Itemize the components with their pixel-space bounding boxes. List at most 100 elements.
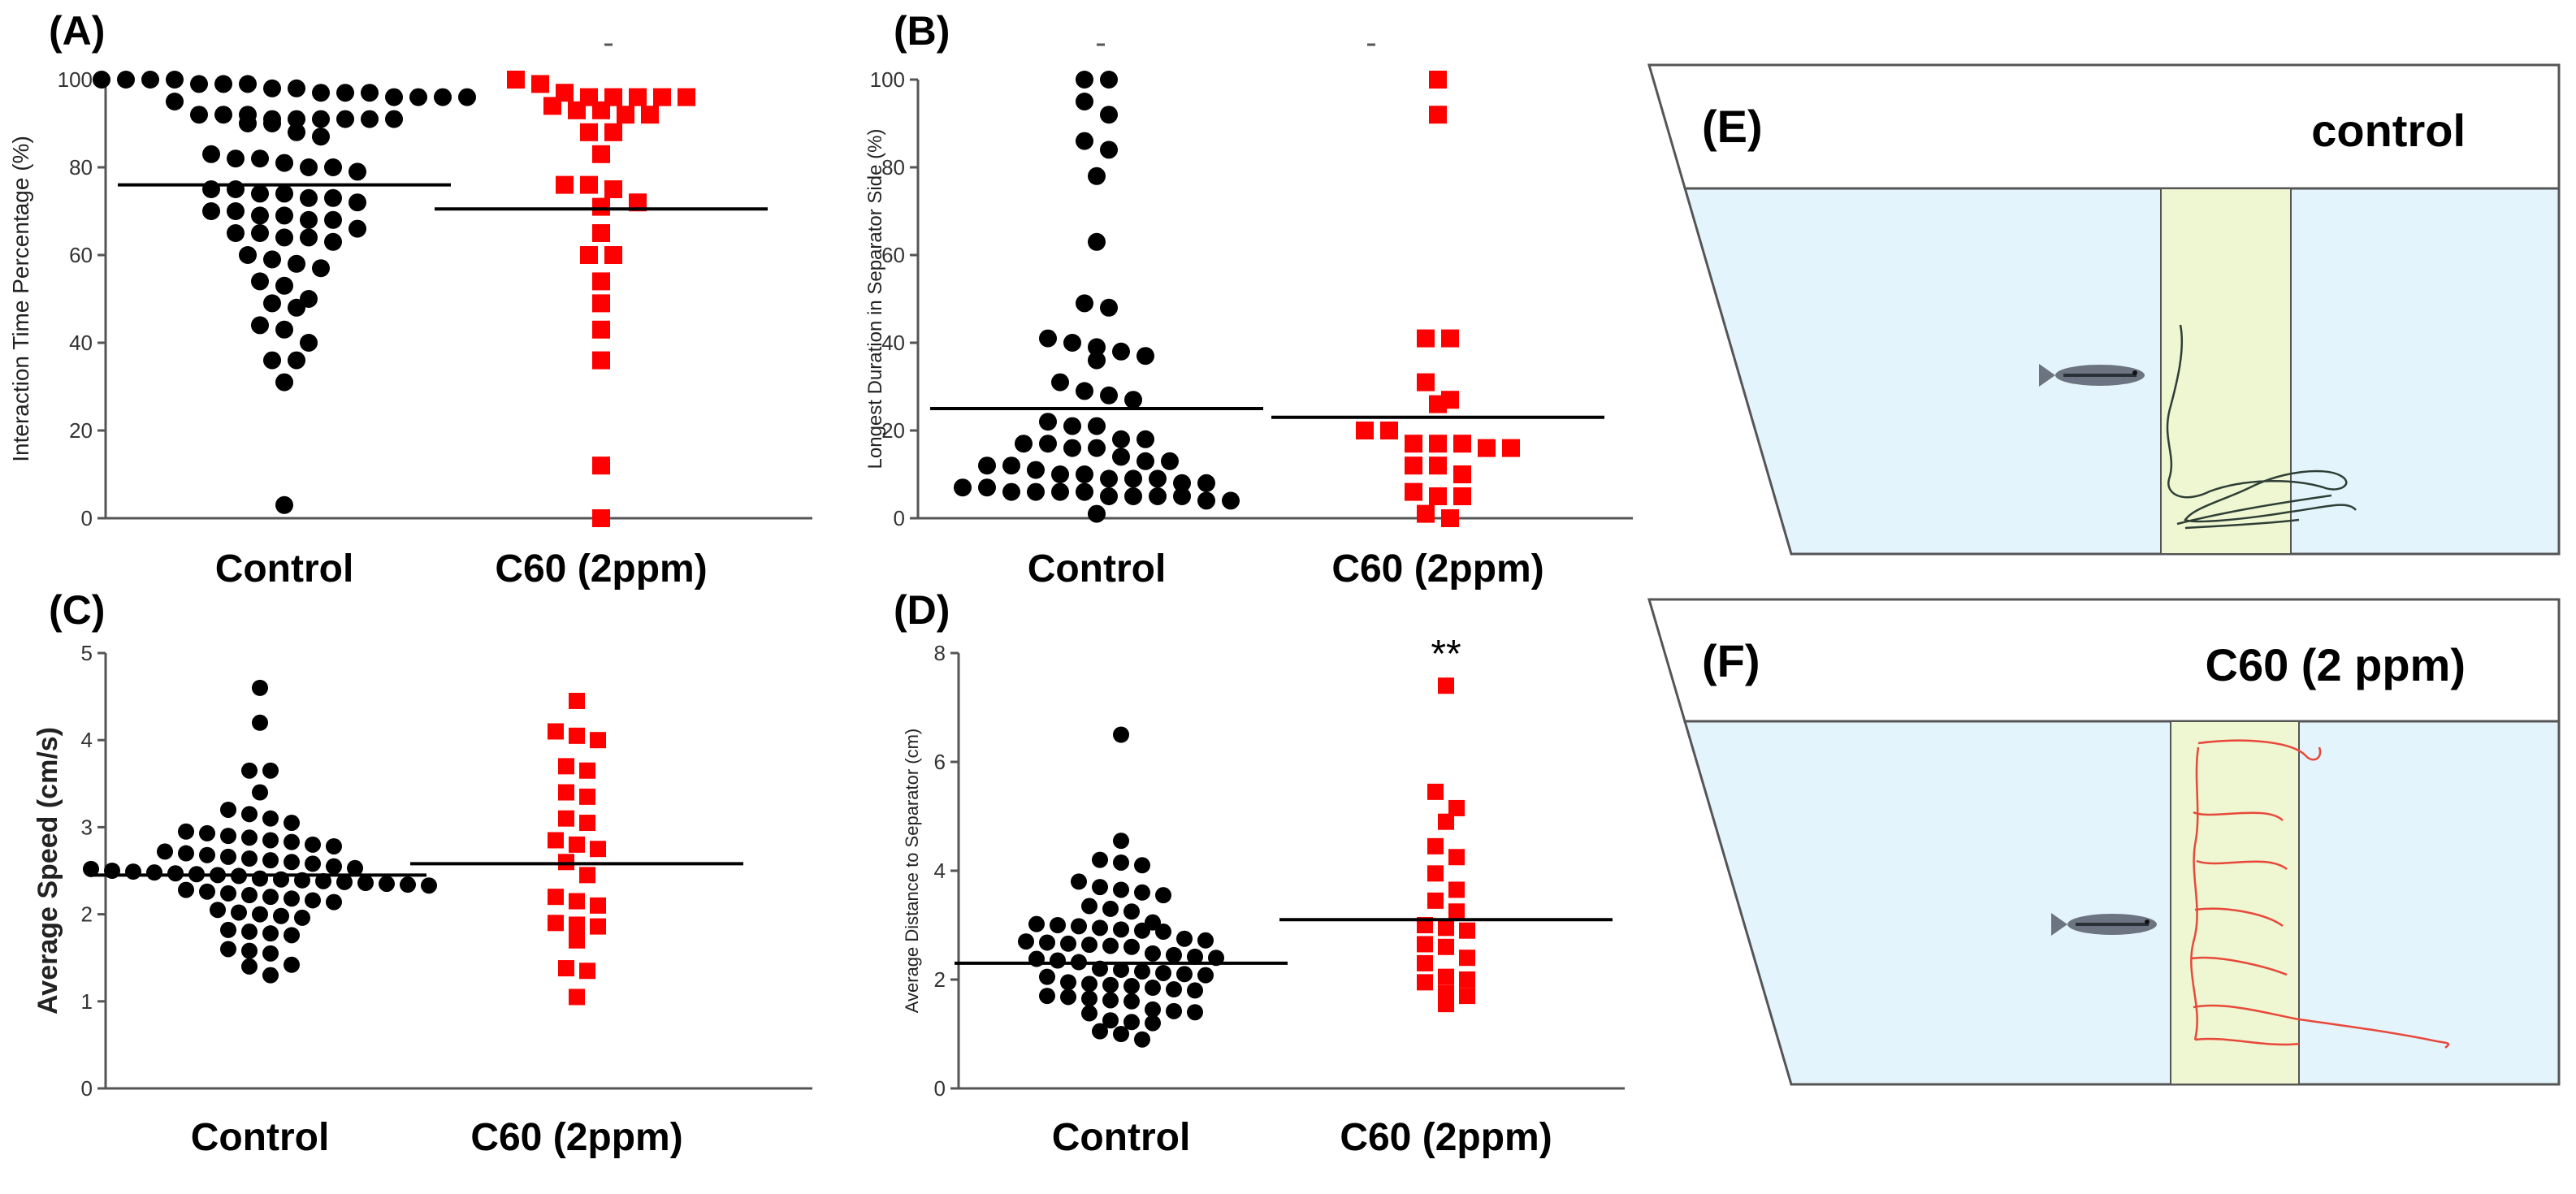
data-point-c60	[1405, 435, 1422, 453]
data-point-c60	[1429, 456, 1447, 475]
data-point-control	[220, 848, 236, 865]
data-point-c60	[579, 867, 595, 884]
data-point-c60	[1380, 422, 1398, 439]
data-point-control	[117, 71, 135, 89]
data-point-control	[1123, 978, 1140, 995]
data-point-control	[1081, 990, 1098, 1007]
x-category-label: C60 (2ppm)	[1331, 547, 1543, 591]
data-point-c60	[1453, 435, 1471, 453]
data-point-control	[1088, 439, 1106, 457]
data-point-c60	[592, 509, 610, 527]
data-point-c60	[1478, 439, 1496, 457]
data-point-c60	[1417, 974, 1433, 991]
data-point-control	[1113, 1026, 1129, 1042]
y-tick-label: 1	[81, 989, 93, 1014]
data-point-control	[1076, 294, 1093, 313]
data-point-c60	[592, 294, 610, 313]
data-point-control	[1102, 992, 1119, 1009]
data-point-control	[300, 334, 318, 352]
data-point-c60	[579, 788, 595, 805]
data-point-c60	[1453, 487, 1471, 505]
data-point-control	[1051, 482, 1069, 501]
y-tick-label: 80	[881, 155, 905, 180]
data-point-control	[275, 206, 293, 225]
data-point-control	[1145, 980, 1161, 997]
data-point-control	[1145, 1001, 1161, 1018]
data-point-control	[1102, 1012, 1119, 1029]
data-point-control	[305, 892, 321, 909]
y-tick-label: 100	[870, 67, 905, 92]
data-point-control	[166, 71, 184, 89]
data-point-control	[1028, 915, 1045, 932]
data-point-control	[251, 272, 269, 291]
data-point-control	[336, 110, 354, 128]
data-point-c60	[1438, 938, 1454, 955]
data-point-control	[1136, 430, 1154, 448]
data-point-control	[199, 883, 215, 900]
data-point-control	[227, 202, 245, 220]
tank-panel-f: (F) C60 (2 ppm)	[1647, 598, 2561, 1086]
data-point-control	[157, 843, 173, 860]
x-category-label: C60 (2ppm)	[1340, 1116, 1552, 1159]
data-point-control	[978, 456, 996, 475]
data-point-control	[361, 84, 379, 102]
data-point-control	[1173, 474, 1191, 492]
data-point-c60	[1459, 988, 1475, 1005]
data-point-control	[202, 180, 220, 198]
data-point-control	[1076, 93, 1093, 110]
data-point-control	[262, 889, 279, 906]
data-point-c60	[1448, 849, 1465, 866]
data-point-control	[284, 854, 300, 871]
data-point-c60	[592, 145, 610, 163]
data-point-control	[288, 254, 305, 273]
panel-label: (C)	[49, 587, 105, 633]
data-point-control	[241, 829, 258, 846]
data-point-control	[275, 228, 293, 247]
data-point-c60	[1438, 996, 1454, 1013]
data-point-control	[312, 128, 330, 146]
data-point-control	[1176, 966, 1193, 983]
data-point-c60	[568, 101, 586, 119]
data-point-control	[252, 679, 268, 696]
data-point-control	[241, 942, 258, 959]
data-point-control	[262, 762, 279, 779]
data-point-control	[241, 958, 258, 975]
data-point-control	[400, 876, 416, 893]
data-point-control	[1166, 1002, 1182, 1019]
data-point-control	[336, 873, 353, 890]
data-point-control	[1092, 879, 1108, 896]
data-point-c60	[1429, 106, 1447, 124]
data-point-control	[1134, 1031, 1150, 1048]
data-point-control	[1076, 132, 1093, 150]
data-point-control	[1081, 898, 1098, 915]
data-point-control	[210, 902, 226, 919]
data-point-control	[284, 815, 300, 832]
data-point-c60	[1427, 837, 1444, 854]
chart-panel-d: (D) 0 2 4 6 8 Average Distance to Separator (c…	[894, 587, 1625, 1159]
data-point-control	[1155, 887, 1171, 904]
data-point-control	[1100, 298, 1118, 317]
data-point-control	[324, 210, 342, 229]
data-point-control	[1123, 1014, 1140, 1031]
data-point-c60	[1429, 395, 1447, 413]
data-point-c60	[531, 75, 549, 93]
data-point-c60	[1427, 783, 1444, 800]
data-point-control	[275, 154, 293, 172]
y-tick-label: 2	[934, 967, 946, 992]
fish-icon	[2051, 913, 2157, 936]
panel-label: (E)	[1702, 101, 1763, 152]
data-point-control	[312, 110, 330, 128]
panel-label: (F)	[1702, 635, 1760, 686]
data-point-control	[324, 232, 342, 251]
x-category-label: C60 (2ppm)	[470, 1116, 682, 1159]
data-point-c60	[592, 351, 610, 370]
data-point-c60	[629, 88, 647, 106]
data-point-c60	[1448, 881, 1465, 898]
data-point-control	[288, 110, 305, 128]
data-point-control	[1088, 351, 1106, 370]
data-point-c60	[592, 456, 610, 475]
data-point-c60	[1438, 677, 1454, 694]
data-point-control	[1071, 873, 1087, 890]
data-point-c60	[604, 180, 622, 198]
data-point-control	[1197, 932, 1214, 949]
